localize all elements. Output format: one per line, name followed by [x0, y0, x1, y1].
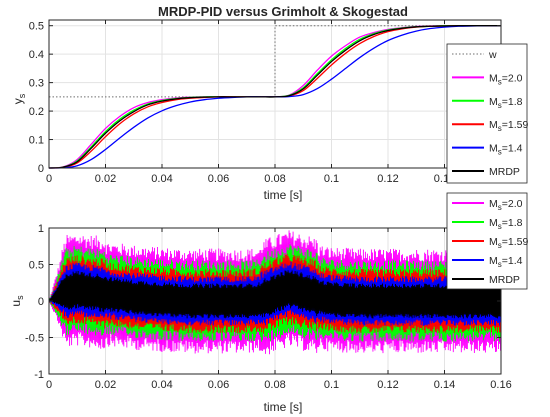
bottom-xtick-label: 0.14	[434, 379, 455, 391]
top-legend-box	[446, 43, 528, 184]
bottom-legend-label: Ms=2.0	[489, 198, 523, 212]
bottom-ytick-label: 0	[38, 296, 44, 308]
top-series-w	[49, 25, 501, 98]
top-ytick-label: 0	[38, 163, 44, 175]
top-legend-label: Ms=1.4	[489, 143, 523, 157]
bottom-ytick-label: 0.5	[29, 260, 44, 272]
top-xtick-label: 0.08	[264, 173, 285, 185]
bottom-series-4	[48, 270, 502, 319]
bottom-ylabel-sub: s	[15, 295, 25, 300]
bottom-xtick-label: 0.04	[151, 379, 172, 391]
top-series-4	[48, 25, 501, 169]
top-legend-label: Ms=1.59	[489, 119, 528, 133]
top-ylabel-sub: s	[17, 93, 27, 98]
top-legend-label: Ms=1.8	[489, 96, 523, 110]
top-legend-label: Ms=2.0	[489, 72, 523, 86]
top-xtick-label: 0.04	[151, 173, 172, 185]
bottom-series-0	[48, 230, 502, 355]
bottom-frame	[48, 227, 502, 375]
top-ytick-label: 0.2	[29, 106, 44, 118]
top-ytick-label: 0.1	[29, 135, 44, 147]
bottom-axes: 0 0.02 0.04 0.06 0.08 0.1 0.12 0.14 0.16 -1 -0.5 0 0…	[25, 192, 528, 391]
bottom-series-1	[48, 244, 502, 342]
figure-title: MRDP-PID versus Grimholt & Skogestad	[158, 4, 408, 19]
bottom-xtick-label: 0.16	[490, 379, 511, 391]
top-xtick-label: 0.12	[377, 173, 398, 185]
bottom-xlabel: time [s]	[264, 400, 303, 414]
bottom-xtick-label: 0.12	[377, 379, 398, 391]
bottom-xtick-label: 0.06	[208, 379, 229, 391]
bottom-legend-label: MRDP	[489, 274, 520, 286]
top-ytick-label: 0.4	[29, 49, 44, 61]
top-xtick-label: 0.06	[208, 173, 229, 185]
top-xtick-label: 0.1	[324, 173, 339, 185]
top-ylabel-main: y	[11, 98, 25, 104]
bottom-legend-label: Ms=1.4	[489, 255, 523, 269]
bottom-series-2	[48, 253, 502, 334]
top-legend-label: w	[488, 49, 497, 61]
bottom-legend-label: Ms=1.59	[489, 236, 528, 250]
top-ytick-label: 0.3	[29, 78, 44, 90]
bottom-ytick-label: -0.5	[25, 333, 44, 345]
bottom-xtick-label: 0.08	[264, 379, 285, 391]
bottom-ytick-label: 1	[38, 223, 44, 235]
top-axes: 00.020.040.060.080.10.120.140.1600.10.20…	[29, 19, 528, 185]
bottom-ylabel-main: u	[9, 300, 23, 307]
bottom-xtick-label: 0	[46, 379, 52, 391]
top-xtick-label: 0	[46, 173, 52, 185]
top-xlabel: time [s]	[264, 188, 303, 202]
top-legend-label: MRDP	[489, 166, 520, 178]
bottom-ytick-label: -1	[34, 369, 44, 381]
top-ytick-label: 0.5	[29, 21, 44, 33]
top-ylabel: ys	[11, 93, 27, 104]
bottom-xtick-label: 0.1	[324, 379, 339, 391]
top-xtick-label: 0.02	[95, 173, 116, 185]
bottom-legend-label: Ms=1.8	[489, 217, 523, 231]
bottom-series-3	[48, 261, 502, 326]
bottom-xtick-label: 0.02	[95, 379, 116, 391]
bottom-ylabel: us	[9, 295, 25, 307]
